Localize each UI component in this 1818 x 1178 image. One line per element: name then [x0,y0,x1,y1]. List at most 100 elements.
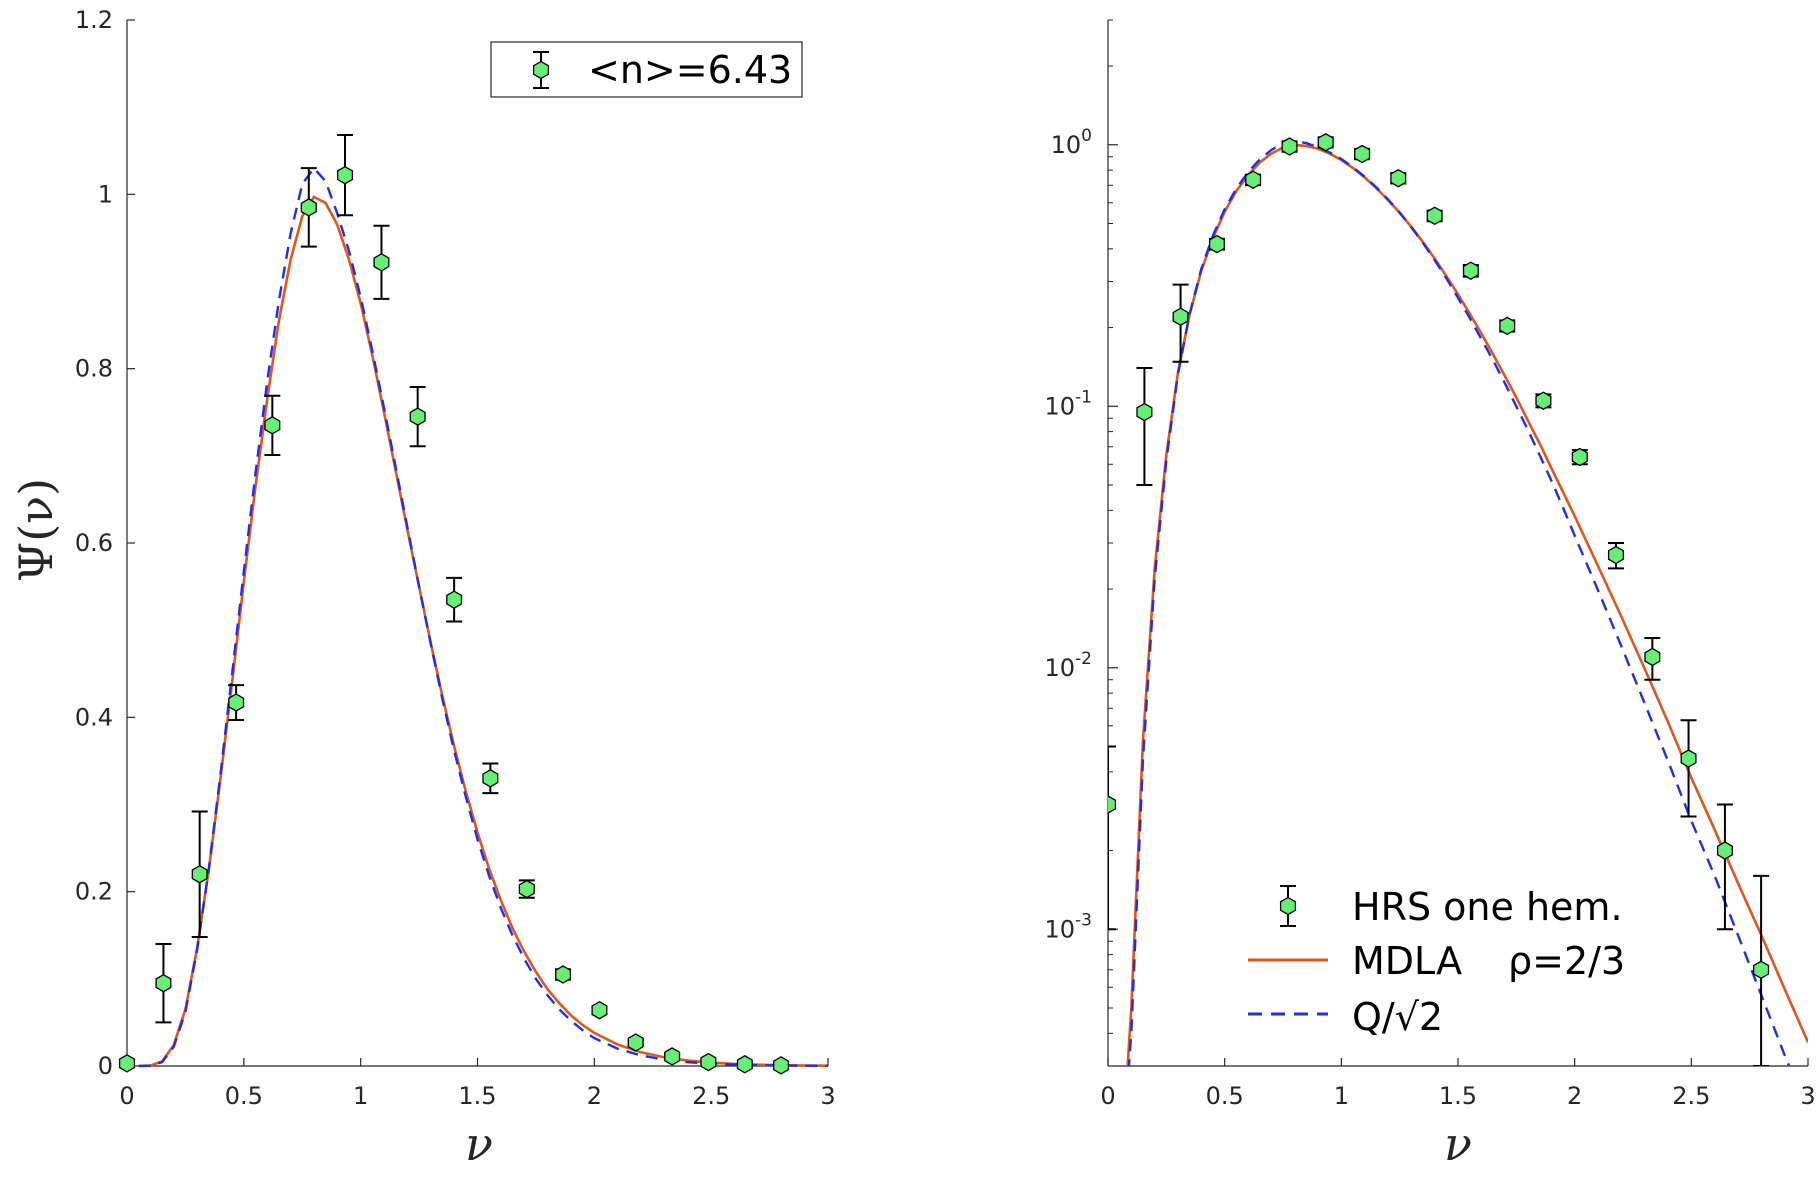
right-ticks: 0 0.5 1 1.5 2 2.5 3 10-3 10-2 10-1 100 [1045,19,1816,1110]
right-legend-label-q: Q/√2 [1352,995,1443,1039]
left-ytick-label: 0.8 [75,355,113,383]
series-mdla-line [138,195,829,1068]
data-marker [1644,647,1661,667]
left-data-point [118,1054,136,1073]
right-data-point [1390,168,1407,188]
right-data-point [1716,803,1733,931]
left-axes [126,20,828,1067]
data-marker [591,1000,608,1020]
right-data-point [1753,874,1770,1066]
left-data-point [336,134,354,217]
left-xtick-label: 1.5 [458,1082,496,1110]
right-xtick-label: 0.5 [1206,1082,1244,1110]
right-xlabel: ν [1444,1117,1472,1171]
left-legend: <n>=6.43 [490,41,803,98]
data-marker [336,165,354,185]
data-marker [1281,137,1298,156]
right-points [1108,133,1770,1066]
data-marker [1279,896,1297,916]
right-data-point [1136,367,1153,486]
left-ytick-label: 1.2 [75,6,113,34]
left-xtick-label: 0.5 [225,1082,263,1110]
data-marker [1108,795,1117,814]
right-panel-log: 0 0.5 1 1.5 2 2.5 3 10-3 10-2 10-1 100 ν HRS one h… [1045,19,1816,1171]
data-marker [700,1052,717,1072]
right-xtick-label: 0 [1100,1082,1115,1110]
left-panel-linear: 0 0.5 1 1.5 2 2.5 3 0 0.2 0.4 0.6 0.8 1 1.2 ν Ψ(ν) <n… [9,6,836,1171]
right-data-point [1499,316,1516,336]
data-marker [1245,170,1262,189]
left-data-point [773,1056,790,1075]
data-marker [1317,133,1334,152]
series-q-line [138,166,829,1068]
left-data-point [518,879,535,899]
right-data-point [1426,206,1443,226]
left-xlabel: ν [465,1117,493,1171]
data-marker [373,253,390,272]
data-marker [155,973,172,993]
right-xtick-label: 2.5 [1672,1082,1710,1110]
data-marker [1607,545,1624,565]
data-marker [1390,168,1407,188]
data-marker [482,769,499,788]
right-data-point [1281,137,1298,156]
data-marker [555,965,572,984]
series-mdla-line [1126,143,1808,1066]
right-xtick-label: 3 [1800,1082,1815,1110]
data-marker [228,693,245,712]
left-legend-errorbar [532,51,550,89]
right-data-point [1680,719,1697,818]
right-legend-label-mdla: MDLA [1352,939,1462,983]
left-xtick-label: 2 [587,1082,602,1110]
data-marker [1716,841,1733,860]
right-data-point [1245,170,1262,189]
right-legend-label-rho: ρ=2/3 [1508,939,1625,983]
left-data-point [555,965,572,984]
data-marker [1571,447,1588,467]
left-ytick-label: 0.6 [75,529,113,557]
right-ytick-label: 100 [1051,126,1092,159]
left-ytick-label: 1 [98,180,113,208]
data-marker [773,1056,790,1075]
left-data-point [482,762,499,795]
right-xtick-label: 2 [1567,1082,1582,1110]
right-data-point [1172,283,1189,363]
data-marker [627,1033,644,1052]
right-data-point [1607,542,1624,570]
left-data-point [264,394,281,456]
data-marker [532,60,550,80]
data-marker [1753,960,1770,980]
left-ytick-label: 0 [98,1052,113,1080]
left-data-point [591,1000,608,1020]
data-marker [1462,261,1479,280]
left-legend-marker [532,51,550,89]
right-legend-errorbar [1279,885,1297,927]
data-marker [264,416,281,435]
left-plot-area [118,134,829,1075]
right-data-point [1317,133,1334,152]
left-xtick-label: 3 [820,1082,835,1110]
right-legend-marker-errorbar [1279,885,1297,927]
right-ytick-label: 10-2 [1045,649,1093,682]
right-data-point [1108,745,1117,931]
right-data-point [1535,391,1552,410]
left-ticks: 0 0.5 1 1.5 2 2.5 3 0 0.2 0.4 0.6 0.8 1 1.2 [75,6,836,1110]
data-marker [300,198,317,217]
right-xtick-label: 1.5 [1439,1082,1477,1110]
data-marker [191,864,208,884]
right-plot-area [1108,133,1808,1066]
left-xtick-label: 2.5 [692,1082,730,1110]
data-marker [446,590,463,609]
left-ytick-label: 0.2 [75,878,113,906]
left-data-point [446,576,463,623]
data-marker [736,1055,753,1074]
left-data-point [627,1033,644,1052]
right-ytick-label: 10-3 [1045,910,1093,943]
data-marker [1172,307,1189,326]
right-data-point [1571,447,1588,467]
left-xtick-label: 0 [119,1082,134,1110]
data-marker [1499,316,1516,336]
data-marker [1208,234,1225,254]
right-ytick-label: 10-1 [1045,387,1093,420]
right-data-point [1208,234,1225,254]
